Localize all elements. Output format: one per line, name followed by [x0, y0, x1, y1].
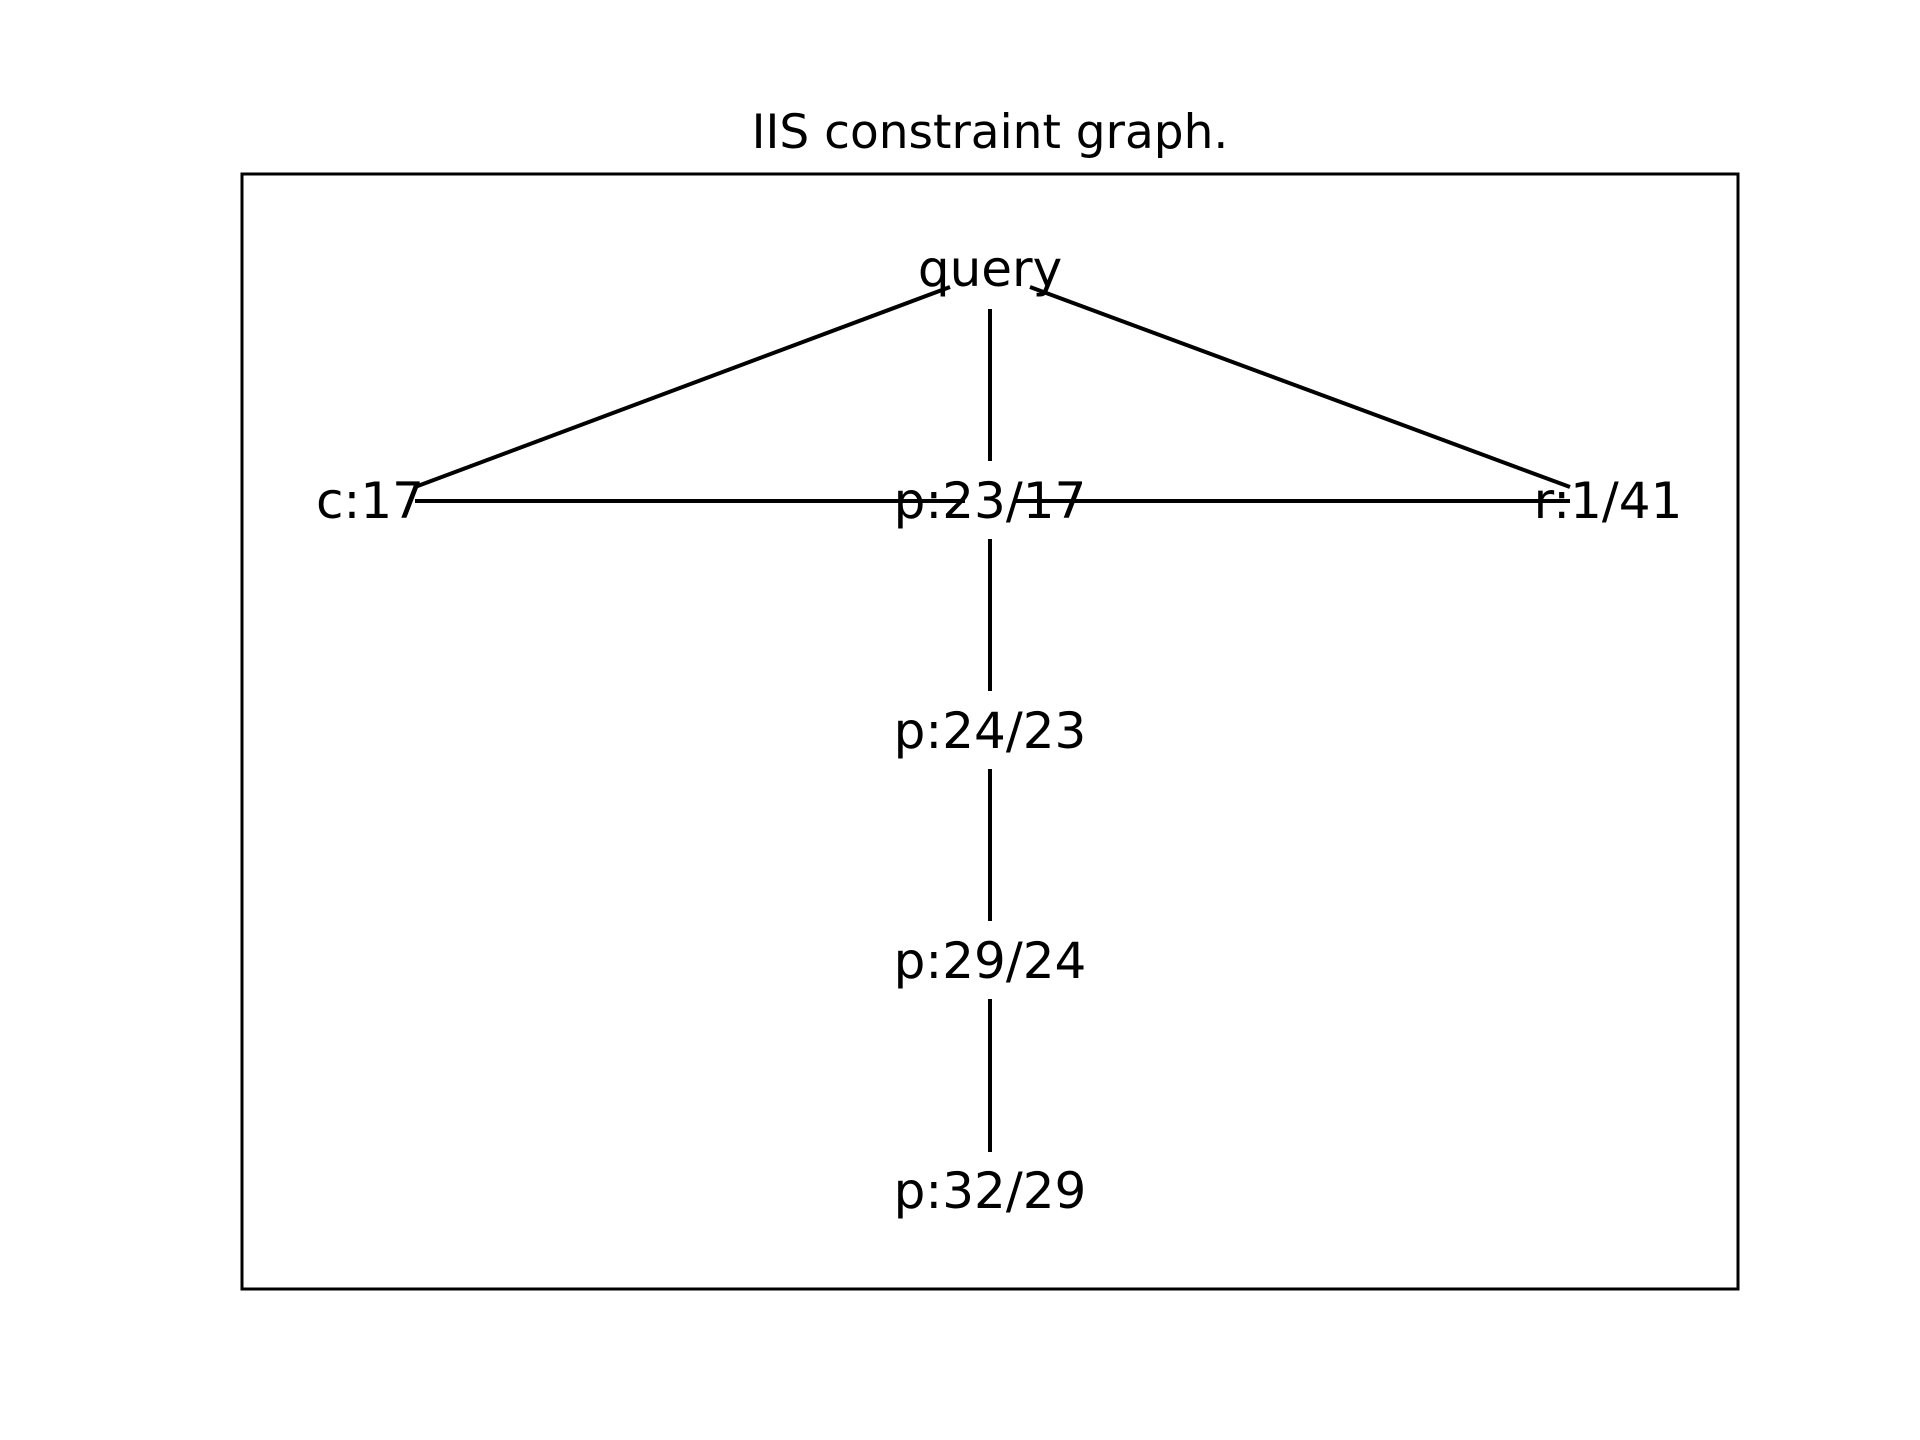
node-label-c17: c:17 [316, 472, 424, 530]
edges-group [414, 285, 1571, 1152]
nodes-group: query c:17 p:23/17 r:1/41 p:24/23 p:29/24 p:32… [316, 240, 1682, 1220]
graph-title: IIS constraint graph. [752, 105, 1229, 160]
node-label-r1_41: r:1/41 [1534, 472, 1683, 530]
edge-query-c17 [414, 285, 951, 489]
plot-frame [240, 172, 1740, 1291]
node-label-p24_23: p:24/23 [894, 702, 1087, 760]
edge-query-r1_41 [1029, 285, 1571, 489]
node-label-p29_24: p:29/24 [894, 932, 1087, 990]
node-label-p32_29: p:32/29 [894, 1162, 1087, 1220]
node-label-query: query [918, 240, 1062, 298]
node-label-p23_17: p:23/17 [894, 472, 1087, 530]
